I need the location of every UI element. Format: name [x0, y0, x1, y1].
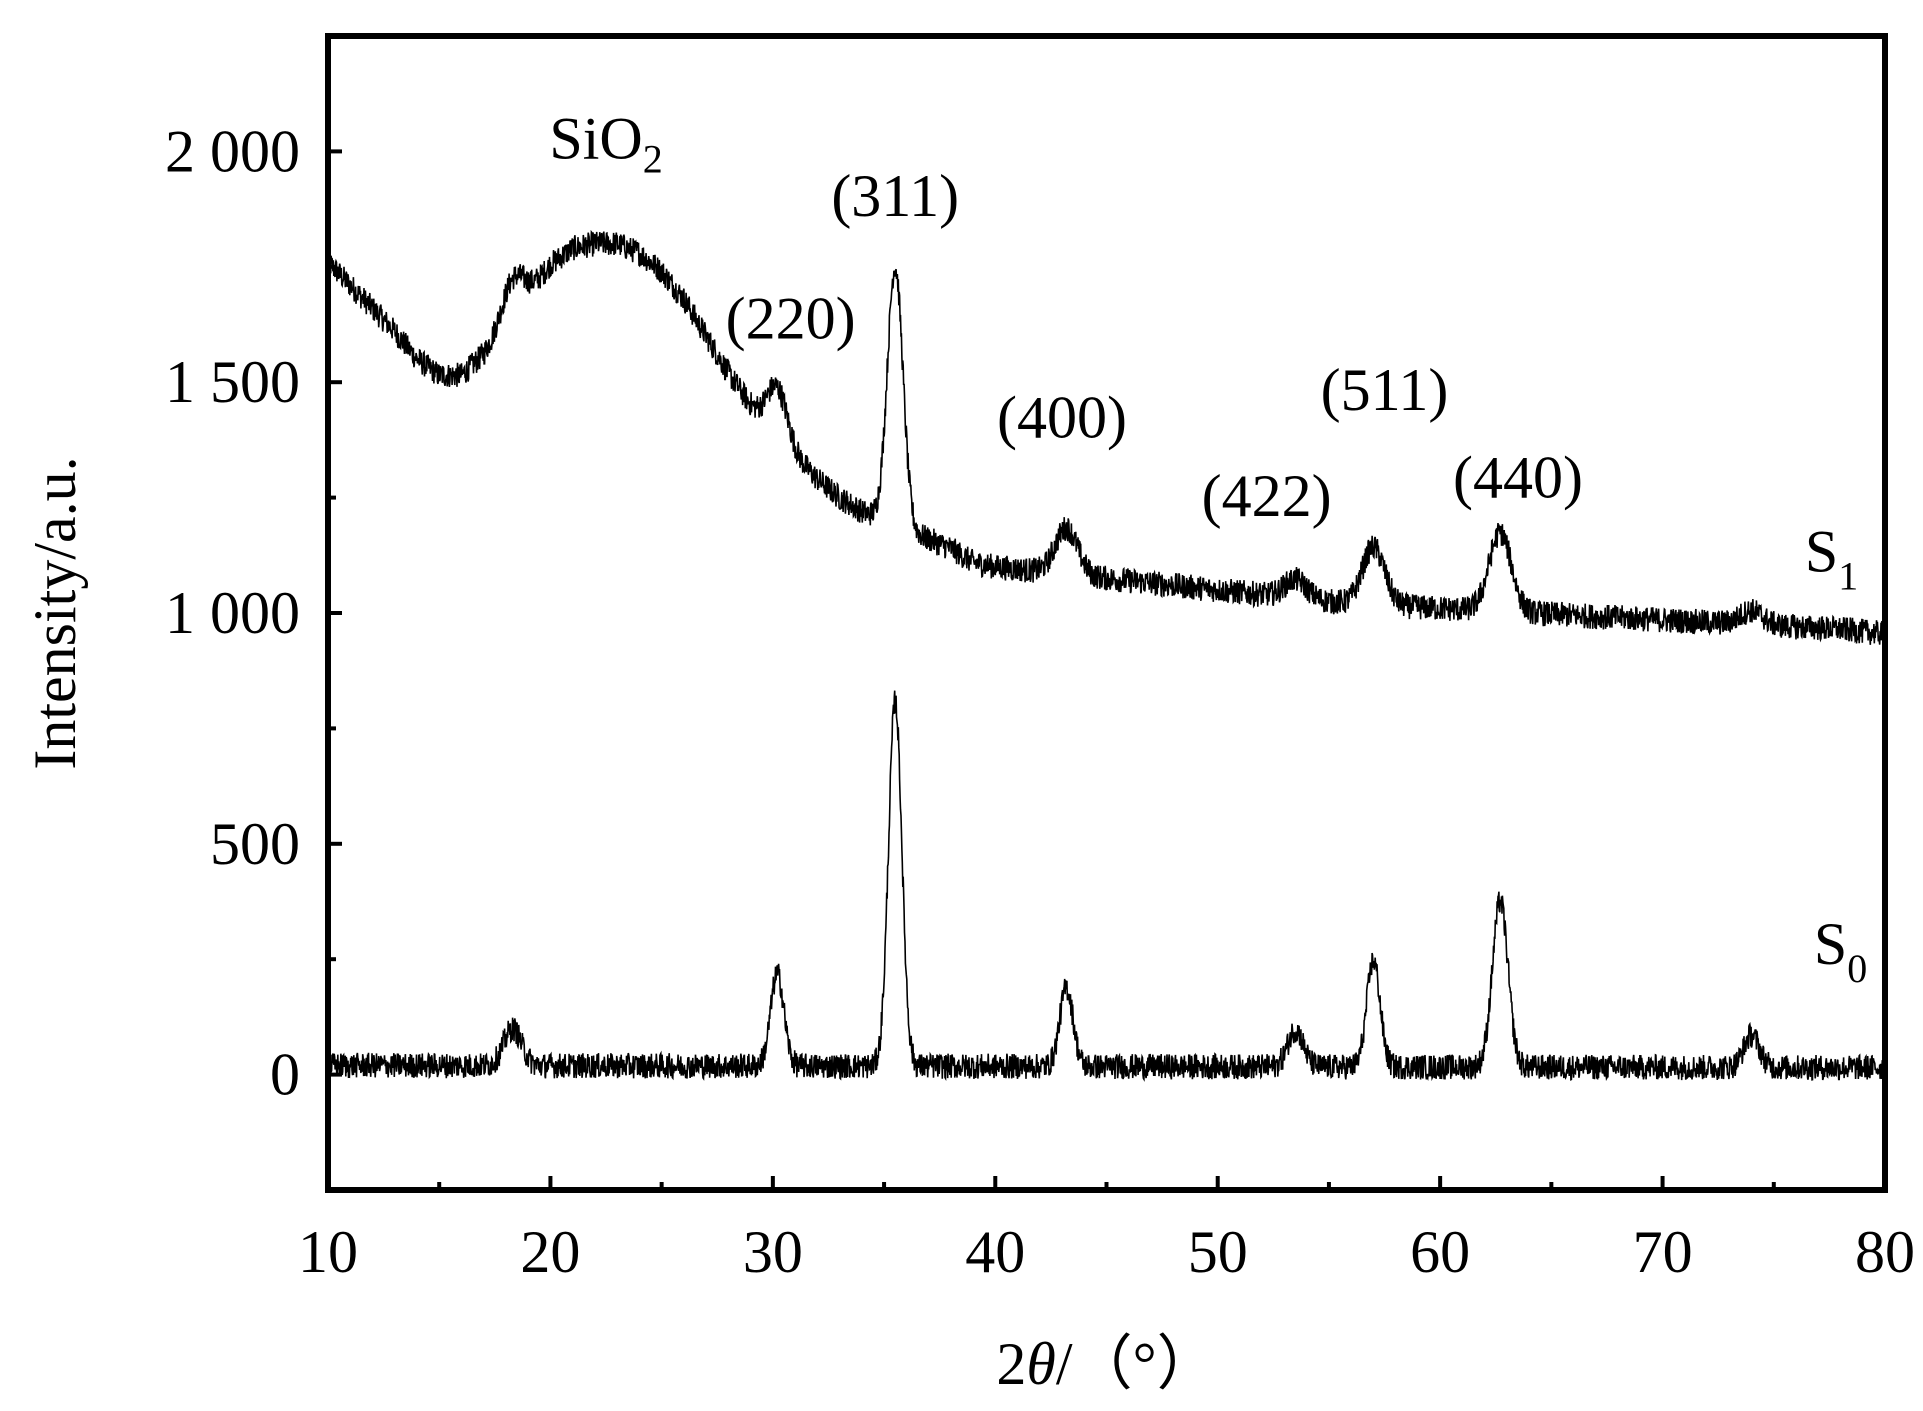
- x-tick-label: 10: [298, 1219, 358, 1285]
- y-tick-label: 1 000: [165, 580, 300, 646]
- series-label-S0: S0: [1814, 911, 1867, 991]
- x-tick-label: 60: [1410, 1219, 1470, 1285]
- y-tick-label: 0: [270, 1042, 300, 1108]
- x-axis-title-theta: θ: [1026, 1331, 1055, 1397]
- peak-annotation: (440): [1453, 445, 1583, 511]
- x-axis-title: 2θ/（°）: [996, 1331, 1216, 1397]
- y-axis-title: Intensity/a.u.: [22, 456, 88, 769]
- y-tick-label: 2 000: [165, 118, 300, 184]
- peak-annotation: (422): [1202, 463, 1332, 529]
- peak-annotation: (311): [831, 163, 959, 229]
- x-tick-label: 30: [743, 1219, 803, 1285]
- y-tick-label: 1 500: [165, 349, 300, 415]
- annotation-layer: SiO2 (311) (220) (400) (422) (511)(440) S1 S0: [549, 105, 1867, 990]
- y-tick-label: 500: [210, 811, 300, 877]
- x-tick-label: 50: [1188, 1219, 1248, 1285]
- peak-annotation: SiO2: [549, 105, 662, 181]
- x-tick-label: 70: [1633, 1219, 1693, 1285]
- x-tick-label: 40: [965, 1219, 1025, 1285]
- x-tick-label: 20: [520, 1219, 580, 1285]
- peak-annotation: (220): [726, 285, 856, 351]
- series-line-S1: [327, 229, 1886, 646]
- series-line-S0: [327, 690, 1886, 1082]
- series-layer: [327, 229, 1886, 1082]
- peak-annotation: (511): [1321, 357, 1449, 423]
- ticks-layer: 10 20 30 40 50 60 70 80 0 500 1 000 1 500 2 000: [165, 118, 1915, 1285]
- x-tick-label: 80: [1855, 1219, 1915, 1285]
- x-axis-title-suffix: /（°）: [1056, 1331, 1217, 1397]
- peak-annotation: (400): [997, 385, 1127, 451]
- series-label-S1: S1: [1805, 518, 1858, 598]
- x-axis-title-prefix: 2: [996, 1331, 1026, 1397]
